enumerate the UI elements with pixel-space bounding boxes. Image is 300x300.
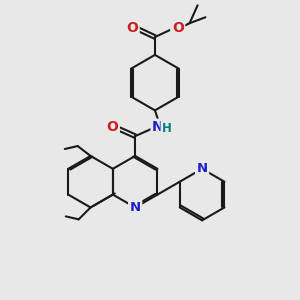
Text: N: N (152, 120, 164, 134)
Text: O: O (172, 21, 184, 35)
Text: O: O (106, 120, 118, 134)
Text: O: O (126, 21, 138, 35)
Text: H: H (162, 122, 172, 135)
Text: N: N (196, 162, 208, 175)
Text: N: N (130, 201, 141, 214)
